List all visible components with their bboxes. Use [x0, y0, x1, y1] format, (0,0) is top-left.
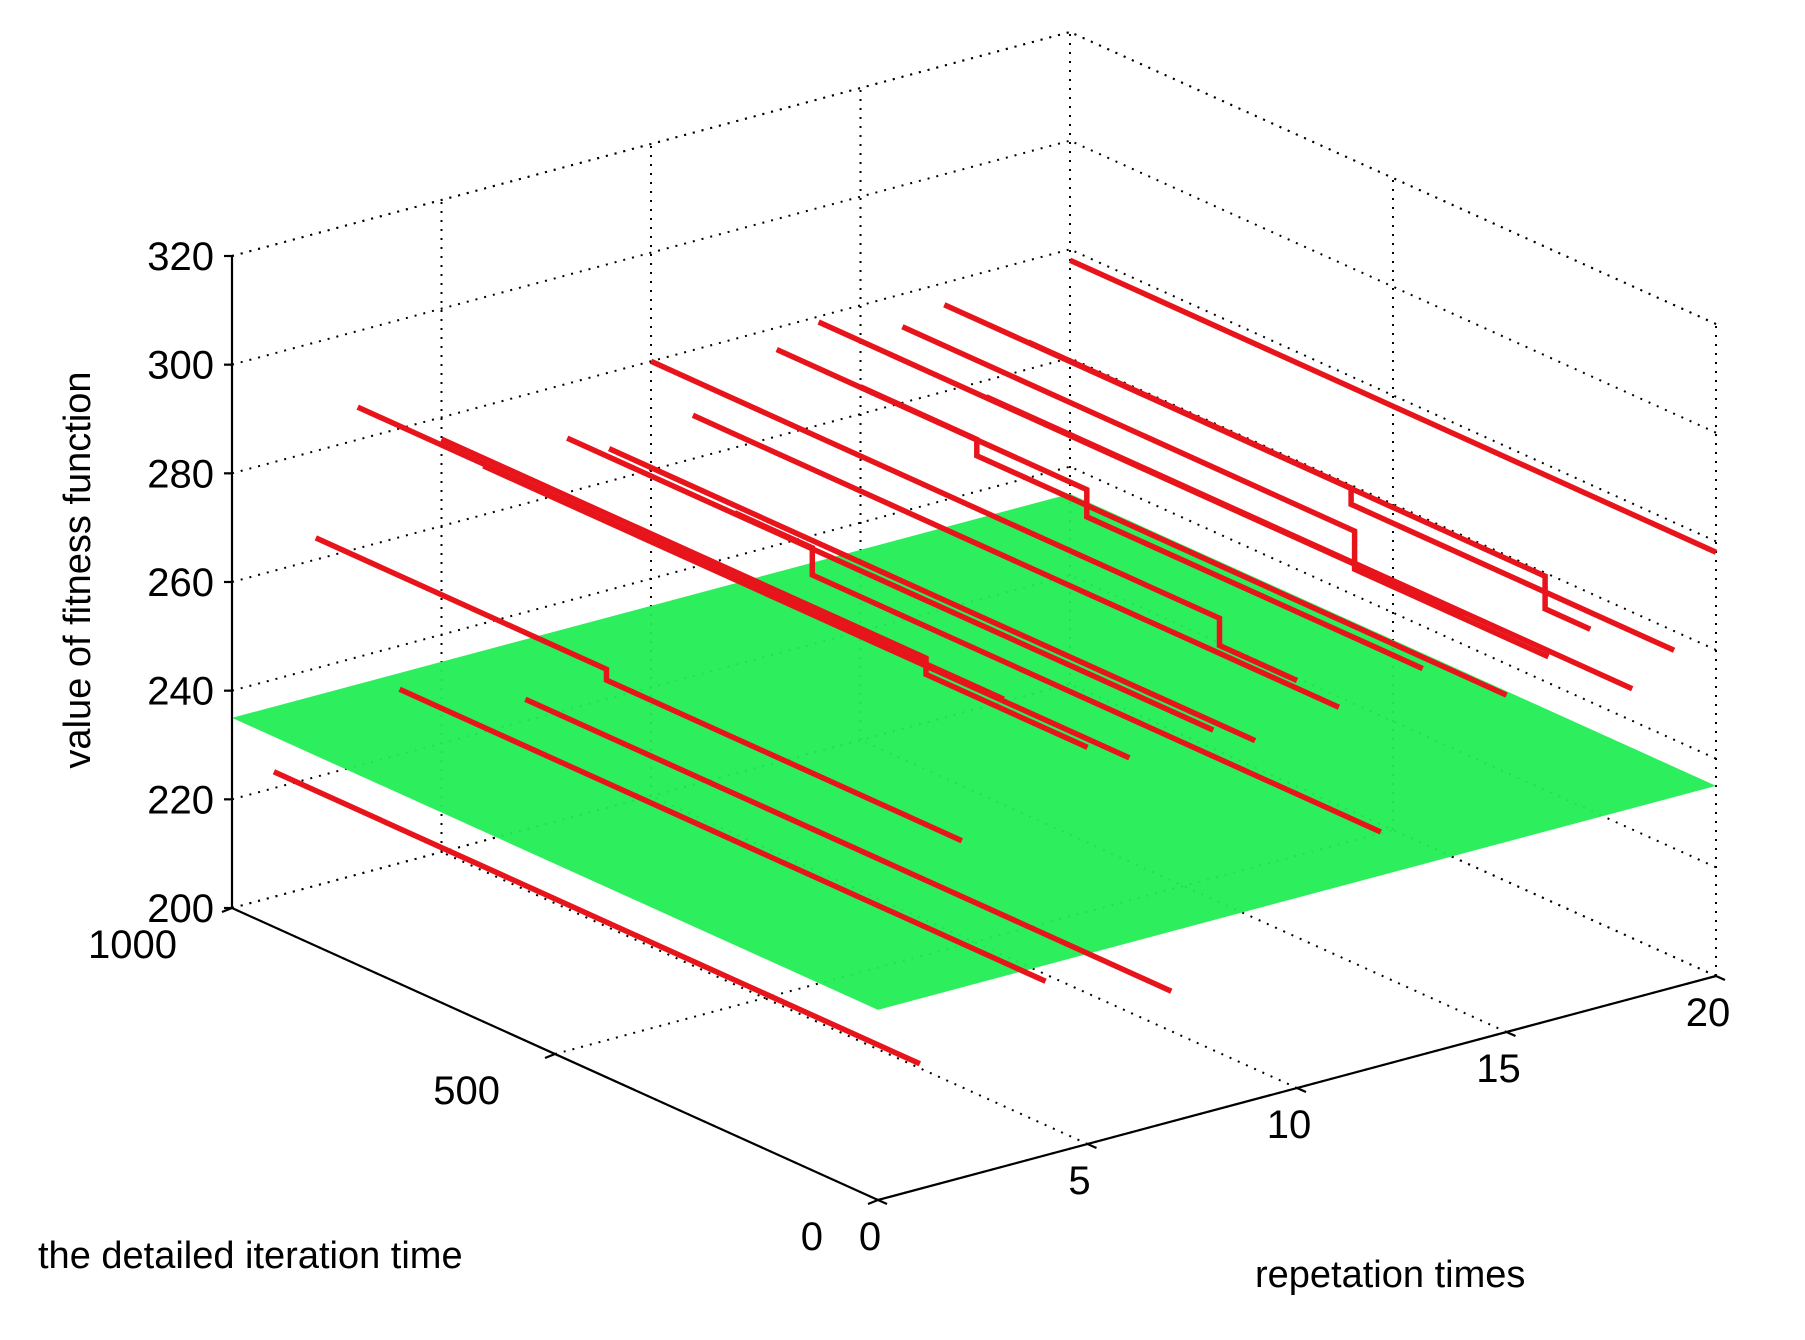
- z-tick-label: 300: [147, 344, 214, 388]
- x-tick-mark: [1087, 1142, 1097, 1150]
- box-top-edge: [1069, 31, 1717, 325]
- gridline-floor-x: [441, 851, 1088, 1145]
- z-axis-label: value of fitness function: [57, 371, 99, 768]
- series-layer: [272, 257, 1718, 1067]
- z-tick-label: 240: [147, 670, 214, 714]
- gridline-right-wall-z: [1069, 139, 1717, 434]
- gridline-floor-x: [1069, 683, 1717, 977]
- series-line: [272, 769, 922, 1067]
- series-line: [607, 446, 1257, 744]
- z-tick-label: 220: [147, 778, 214, 822]
- y-tick-mark: [544, 1052, 556, 1060]
- x-tick-label: 10: [1267, 1103, 1312, 1147]
- series-line: [691, 412, 1341, 710]
- series-line: [775, 346, 1424, 672]
- y-tick-label: 0: [801, 1215, 823, 1259]
- series-line: [943, 302, 1592, 632]
- gridline-right-wall-z: [1069, 465, 1717, 760]
- x-axis-label: repetation times: [1255, 1254, 1525, 1296]
- gridline-floor-x: [860, 739, 1507, 1033]
- series-line: [356, 404, 1005, 702]
- x-tick-label: 5: [1068, 1159, 1090, 1203]
- y-tick-label: 1000: [88, 923, 177, 967]
- series-line: [398, 686, 1047, 984]
- x-tick-label: 20: [1686, 991, 1731, 1035]
- gridline-right-wall-z: [1069, 248, 1717, 543]
- gridline-right-wall-z: [1069, 574, 1717, 869]
- z-tick-label: 260: [147, 561, 214, 605]
- series-line: [817, 319, 1466, 617]
- x-tick-mark: [1506, 1030, 1516, 1038]
- x-tick-label: 15: [1476, 1047, 1521, 1091]
- z-tick-label: 320: [147, 235, 214, 279]
- y-tick-label: 500: [433, 1069, 500, 1113]
- box-top-edge: [231, 31, 1071, 257]
- series-line: [1068, 257, 1718, 555]
- series-line: [649, 358, 1299, 684]
- series-line: [314, 535, 963, 844]
- series-line: [901, 324, 1550, 660]
- z-tick-label: 200: [147, 887, 214, 931]
- x-tick-mark: [1715, 974, 1726, 982]
- gridline-right-wall-z: [1069, 357, 1717, 651]
- z-tick-label: 280: [147, 452, 214, 496]
- series-line: [566, 435, 1215, 733]
- x-tick-mark: [1296, 1086, 1307, 1094]
- y-tick-mark: [867, 1198, 879, 1206]
- y-axis-label: the detailed iteration time: [38, 1235, 463, 1277]
- x-tick-mark: [877, 1198, 888, 1206]
- gridline-back-wall-z: [231, 139, 1071, 366]
- series-line: [524, 696, 1173, 994]
- x-tick-label: 0: [859, 1215, 881, 1259]
- gridline-floor-x: [650, 795, 1298, 1089]
